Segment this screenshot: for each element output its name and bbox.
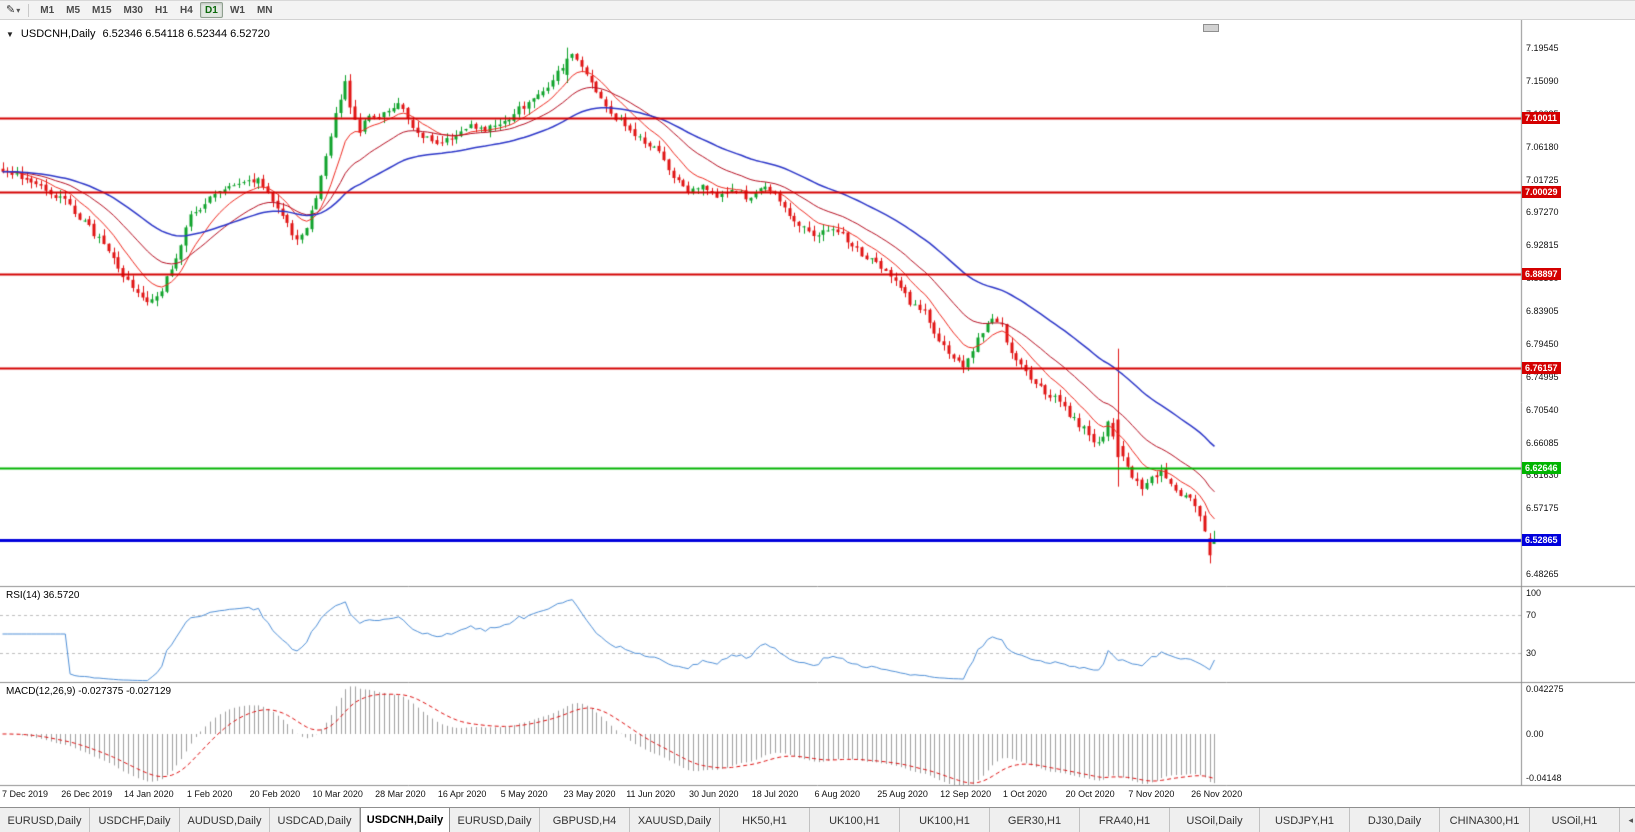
chart-ohlc-values: 6.52346 6.54118 6.52344 6.52720 xyxy=(102,28,270,40)
timeframe-button-h4[interactable]: H4 xyxy=(180,4,193,16)
chart-symbol-period: USDCNH,Daily xyxy=(20,28,96,40)
price-axis-label: 6.97270 xyxy=(1526,207,1559,218)
price-axis-label: 6.83905 xyxy=(1526,306,1559,316)
timeframe-button-w1[interactable]: W1 xyxy=(229,4,245,16)
timeframe-button-h1[interactable]: H1 xyxy=(155,4,168,16)
timeframe-button-m1[interactable]: M1 xyxy=(40,4,55,16)
price-axis-label: 6.66085 xyxy=(1526,437,1559,448)
macd-axis-label: 0.00 xyxy=(1526,728,1544,739)
rsi-axis-label: 100 xyxy=(1526,588,1542,598)
price-axis-label: 7.15090 xyxy=(1526,75,1559,86)
chart-tab-usdcad-daily[interactable]: USDCAD,Daily xyxy=(270,808,360,832)
price-axis-label: 6.74995 xyxy=(1526,371,1559,382)
chart-tab-china300-h1[interactable]: CHINA300,H1 xyxy=(1440,808,1530,832)
price-axis-label: 6.57175 xyxy=(1526,503,1559,514)
date-axis-label: 18 Jul 2020 xyxy=(751,789,799,799)
drawing-tool-button[interactable]: ✎ ▾ xyxy=(3,2,23,18)
chart-tab-usdchf-daily[interactable]: USDCHF,Daily xyxy=(90,808,180,832)
chart-title: ▼ USDCNH,Daily 6.52346 6.54118 6.52344 6… xyxy=(6,28,270,40)
timeframe-button-group: M1 M5 M15 M30 H1 H4 D1 W1 MN xyxy=(34,2,278,18)
price-level-badge[interactable]: 6.76157 xyxy=(1522,362,1561,375)
date-axis-label: 5 May 2020 xyxy=(500,789,548,799)
price-level-badge[interactable]: 7.10011 xyxy=(1522,112,1561,125)
macd-indicator-label: MACD(12,26,9) -0.027375 -0.027129 xyxy=(6,686,172,697)
date-axis-label: 20 Feb 2020 xyxy=(249,789,301,799)
date-axis-label: 25 Aug 2020 xyxy=(877,789,928,799)
chart-tab-usdcnh-daily[interactable]: USDCNH,Daily xyxy=(360,808,450,832)
chart-tab-hk50-h1[interactable]: HK50,H1 xyxy=(720,808,810,832)
chart-tab-usdjpy-h1[interactable]: USDJPY,H1 xyxy=(1260,808,1350,832)
price-axis-label: 6.79450 xyxy=(1526,338,1559,349)
pencil-icon: ✎ xyxy=(6,3,16,16)
timeframe-button-m5[interactable]: M5 xyxy=(66,4,81,16)
chart-tab-usoil-h1[interactable]: USOil,H1 xyxy=(1530,808,1620,832)
date-axis-label: 20 Oct 2020 xyxy=(1065,789,1115,799)
rsi-axis-label: 30 xyxy=(1526,648,1537,659)
timeframe-button-mn[interactable]: MN xyxy=(256,4,273,16)
date-axis-label: 1 Oct 2020 xyxy=(1002,789,1047,799)
macd-axis-label: -0.04148 xyxy=(1526,773,1562,783)
date-axis-label: 7 Dec 2019 xyxy=(2,789,49,799)
timeframe-button-m30[interactable]: M30 xyxy=(123,4,143,16)
price-axis-label: 7.01725 xyxy=(1526,174,1559,185)
date-axis-label: 10 Mar 2020 xyxy=(312,789,363,799)
rsi-axis-label: 70 xyxy=(1526,609,1537,620)
date-axis-label: 28 Mar 2020 xyxy=(375,789,426,799)
tab-scroll-left-icon: ◂ xyxy=(1628,814,1633,825)
price-axis-label: 6.48265 xyxy=(1526,569,1559,579)
price-level-badge[interactable]: 7.00029 xyxy=(1522,186,1561,198)
date-axis-label: 1 Feb 2020 xyxy=(186,789,233,799)
chart-tab-audusd-daily[interactable]: AUDUSD,Daily xyxy=(180,808,270,832)
price-chart-canvas[interactable] xyxy=(0,20,1635,807)
date-axis-label: 30 Jun 2020 xyxy=(688,789,739,799)
date-axis-label: 7 Nov 2020 xyxy=(1128,789,1175,799)
price-axis-label: 7.06180 xyxy=(1526,141,1559,152)
price-axis-label: 7.19545 xyxy=(1526,43,1559,53)
chart-tab-xauusd-daily[interactable]: XAUUSD,Daily xyxy=(630,808,720,832)
tab-scroll-left-button[interactable]: ◂ xyxy=(1628,807,1633,832)
price-axis-label: 6.61630 xyxy=(1526,470,1559,481)
date-axis-label: 23 May 2020 xyxy=(563,789,616,799)
chart-window: ▼ USDCNH,Daily 6.52346 6.54118 6.52344 6… xyxy=(0,20,1635,807)
date-axis-label: 26 Nov 2020 xyxy=(1191,789,1243,799)
timeframe-button-m15[interactable]: M15 xyxy=(92,4,112,16)
chart-tab-uk100-h1[interactable]: UK100,H1 xyxy=(900,808,990,832)
timeframe-toolbar: ✎ ▾ M1 M5 M15 M30 H1 H4 D1 W1 MN xyxy=(0,1,1635,20)
date-axis-label: 11 Jun 2020 xyxy=(626,789,676,799)
chart-tab-uk100-h1[interactable]: UK100,H1 xyxy=(810,808,900,832)
date-axis-label: 26 Dec 2019 xyxy=(61,789,113,799)
symbol-dropdown-icon[interactable]: ▼ xyxy=(6,29,14,39)
toolbar-divider xyxy=(28,3,30,17)
chart-tab-fra40-h1[interactable]: FRA40,H1 xyxy=(1080,808,1170,832)
macd-axis-label: 0.042275 xyxy=(1526,684,1564,694)
chart-tab-eurusd-daily[interactable]: EURUSD,Daily xyxy=(0,808,90,832)
price-level-badge[interactable]: 6.52865 xyxy=(1522,534,1561,547)
rsi-indicator-label: RSI(14) 36.5720 xyxy=(6,590,80,601)
date-axis-label: 12 Sep 2020 xyxy=(940,789,992,799)
chart-tab-ger30-h1[interactable]: GER30,H1 xyxy=(990,808,1080,832)
chart-tab-eurusd-daily[interactable]: EURUSD,Daily xyxy=(450,808,540,832)
timeframe-button-d1[interactable]: D1 xyxy=(199,2,223,18)
date-axis-label: 6 Aug 2020 xyxy=(814,789,861,799)
date-axis-label: 14 Jan 2020 xyxy=(124,789,174,799)
chart-scroll-thumb[interactable] xyxy=(1203,24,1219,32)
date-axis-label: 16 Apr 2020 xyxy=(437,789,487,799)
chart-tab-dj30-daily[interactable]: DJ30,Daily xyxy=(1350,808,1440,832)
chart-tabs-bar: EURUSD,Daily USDCHF,Daily AUDUSD,Daily USDC… xyxy=(0,807,1635,832)
chart-tab-gbpusd-h4[interactable]: GBPUSD,H4 xyxy=(540,808,630,832)
price-level-badge[interactable]: 6.88897 xyxy=(1522,268,1561,281)
chart-tab-usoil-daily[interactable]: USOil,Daily xyxy=(1170,808,1260,832)
chevron-down-icon: ▾ xyxy=(16,5,21,15)
price-axis-label: 6.92815 xyxy=(1526,240,1559,251)
price-axis-label: 6.70540 xyxy=(1526,404,1559,415)
price-level-badge[interactable]: 6.62646 xyxy=(1522,461,1561,474)
